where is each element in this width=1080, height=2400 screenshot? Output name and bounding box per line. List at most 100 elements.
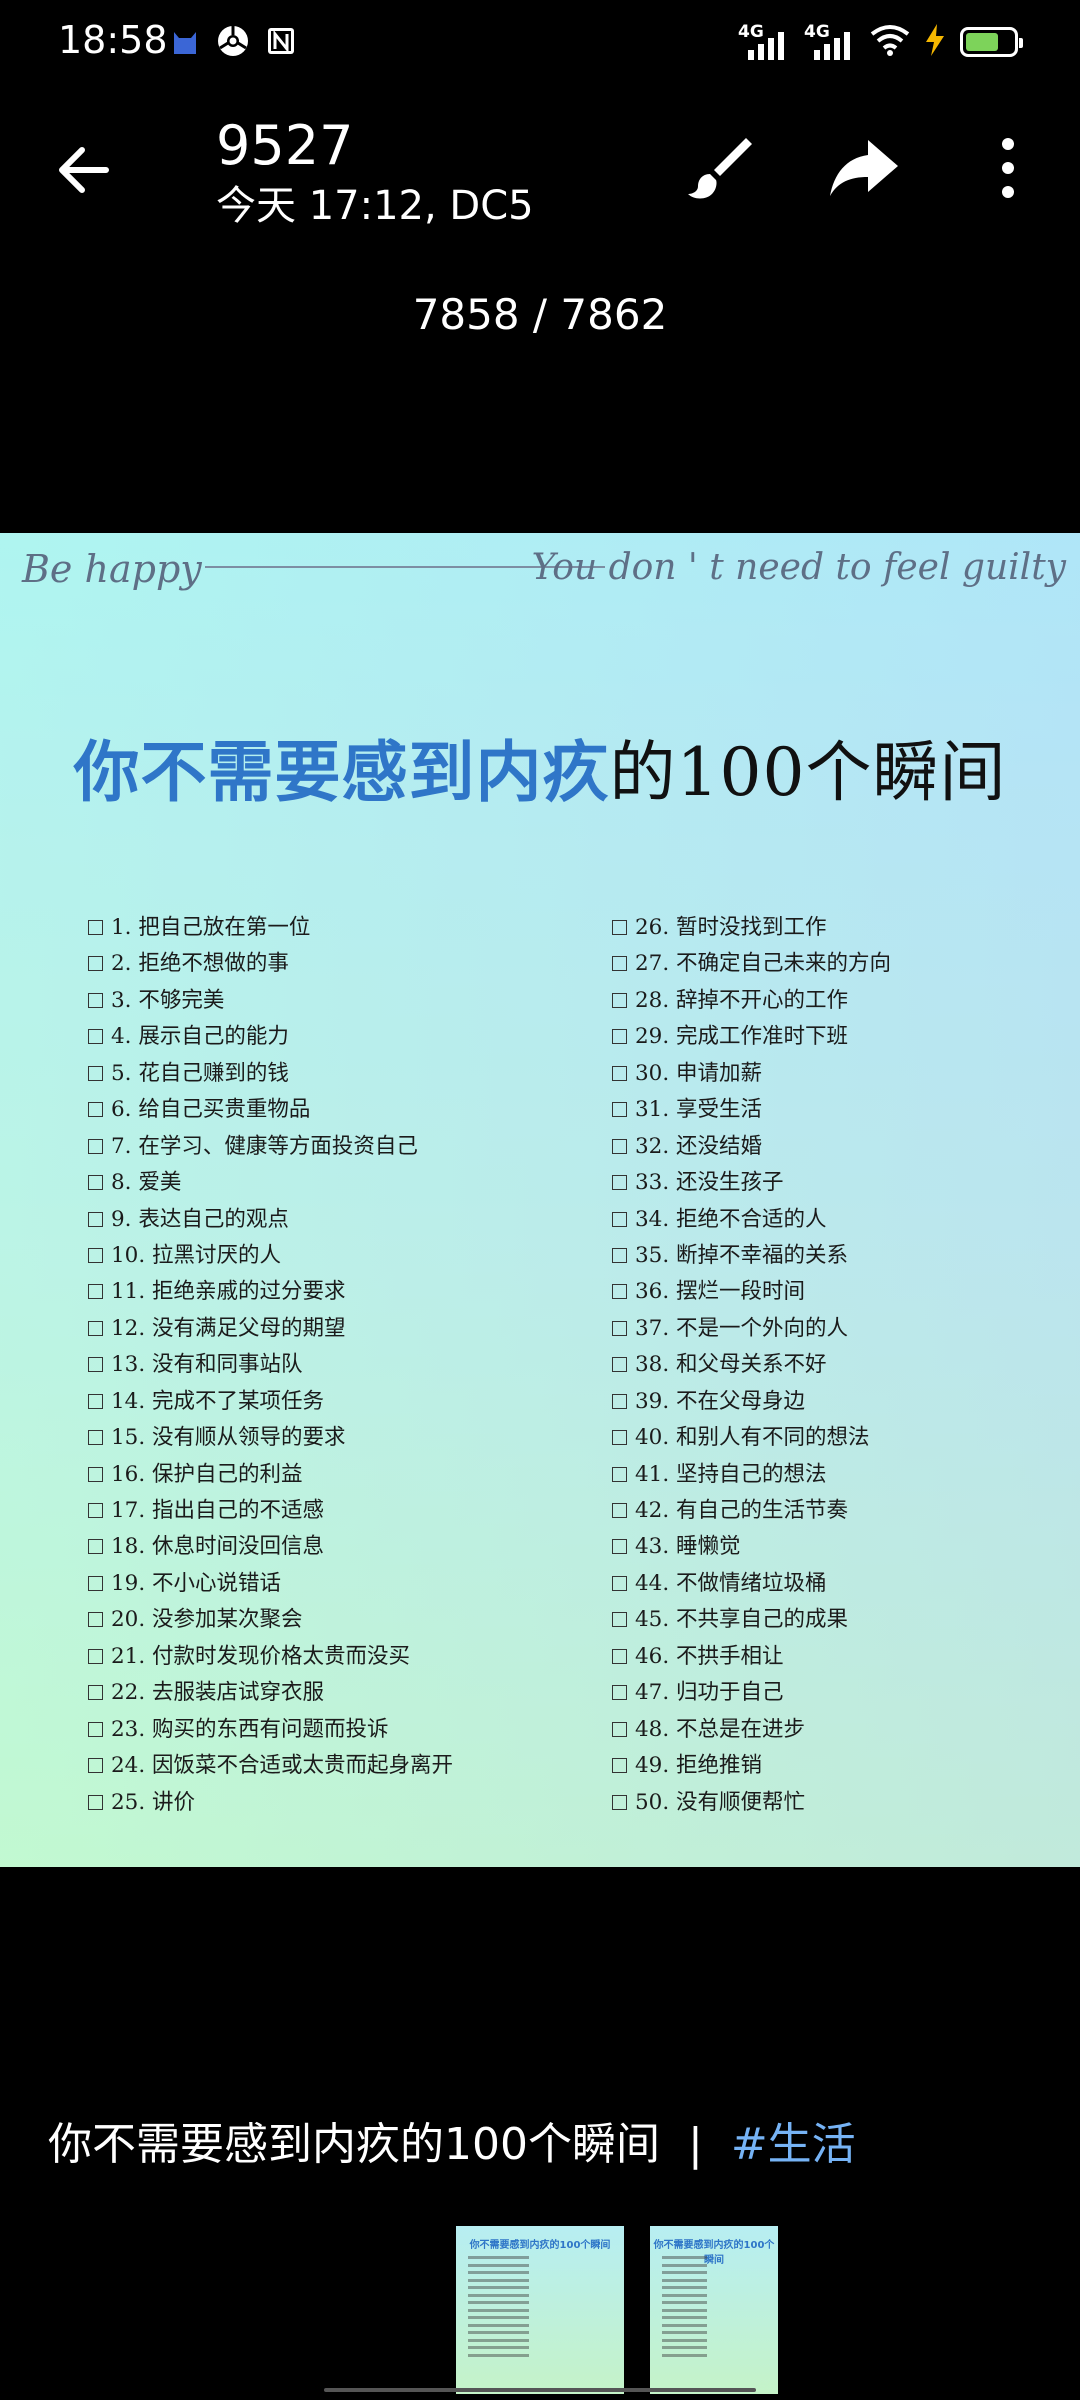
status-app-icons (168, 24, 298, 58)
moments-list-right: 26. 暂时没找到工作 27. 不确定自己未来的方向 28. 辞掉不开心的工作 29.… (612, 910, 891, 1821)
thumbnail-2[interactable]: 你不需要感到内疚的100个瞬间 (650, 2226, 778, 2394)
list-item: 24. 因饭菜不合适或太贵而起身离开 (88, 1748, 453, 1784)
list-item: 23. 购买的东西有问题而投诉 (88, 1712, 453, 1748)
list-item: 9. 表达自己的观点 (88, 1202, 453, 1238)
list-item: 46. 不拱手相让 (612, 1639, 891, 1675)
checkbox-icon (612, 1247, 627, 1263)
list-item-text: 48. 不总是在进步 (635, 1716, 806, 1742)
checkbox-icon (88, 1466, 103, 1482)
list-item-text: 32. 还没结婚 (635, 1133, 763, 1159)
list-item-text: 22. 去服装店试穿衣服 (111, 1680, 325, 1706)
signal-2-label: 4G (804, 22, 830, 42)
thumbnail-line (662, 2286, 707, 2289)
list-item: 41. 坚持自己的想法 (612, 1457, 891, 1493)
checkbox-icon (612, 956, 627, 972)
thumbnail-line (662, 2331, 707, 2334)
signal-1-label: 4G (738, 22, 764, 42)
list-item-text: 5. 花自己赚到的钱 (111, 1060, 289, 1086)
list-item: 6. 给自己买贵重物品 (88, 1092, 453, 1128)
list-item-text: 4. 展示自己的能力 (111, 1024, 289, 1050)
thumbnail-line (662, 2293, 707, 2297)
status-time: 18:58 (58, 18, 168, 62)
cellular-signal-2-icon: 4G (804, 22, 856, 62)
list-item-text: 47. 归功于自己 (635, 1680, 784, 1706)
list-item: 32. 还没结婚 (612, 1129, 891, 1165)
list-item-text: 38. 和父母关系不好 (635, 1352, 827, 1378)
battery-level (966, 33, 999, 51)
caption-separator: | (687, 2119, 703, 2170)
moments-list-left: 1. 把自己放在第一位 2. 拒绝不想做的事 3. 不够完美 4. 展示自己的能力 5.… (88, 910, 453, 1821)
more-options-button[interactable] (976, 132, 1040, 204)
list-item: 15. 没有顺从领导的要求 (88, 1420, 453, 1456)
status-bar: 18:58 4G 4G (0, 0, 1080, 84)
list-item-text: 49. 拒绝推销 (635, 1753, 763, 1779)
list-item-text: 44. 不做情绪垃圾桶 (635, 1570, 827, 1596)
thumbnail-line (662, 2316, 707, 2319)
thumbnail-lines (662, 2256, 768, 2390)
banner-right-text: You don ' t need to feel guilty (531, 547, 1066, 588)
thumbnail-line (662, 2308, 707, 2312)
chrome-icon (216, 24, 250, 58)
checkbox-icon (612, 1029, 627, 1045)
checkbox-icon (88, 1648, 103, 1664)
list-item: 3. 不够完美 (88, 983, 453, 1019)
hashtag-link[interactable]: #生活 (730, 2119, 856, 2170)
list-item-text: 33. 还没生孩子 (635, 1170, 784, 1196)
list-item: 40. 和别人有不同的想法 (612, 1420, 891, 1456)
back-button[interactable] (50, 136, 118, 204)
list-item: 5. 花自己赚到的钱 (88, 1056, 453, 1092)
photo-viewer-image[interactable]: Be happy You don ' t need to feel guilty… (0, 533, 1080, 1867)
checkbox-icon (88, 1284, 103, 1300)
checkbox-icon (88, 992, 103, 1008)
checkbox-icon (88, 1320, 103, 1336)
checkbox-icon (612, 1102, 627, 1118)
list-item-text: 50. 没有顺便帮忙 (635, 1789, 806, 1815)
home-indicator[interactable] (324, 2388, 756, 2392)
thumbnail-line (468, 2293, 530, 2297)
list-item-text: 11. 拒绝亲戚的过分要求 (111, 1279, 346, 1305)
checkbox-icon (612, 992, 627, 1008)
list-item: 43. 睡懒觉 (612, 1529, 891, 1565)
checkbox-icon (88, 1430, 103, 1446)
list-item-text: 28. 辞掉不开心的工作 (635, 987, 849, 1013)
list-item: 47. 归功于自己 (612, 1675, 891, 1711)
checkbox-icon (612, 1575, 627, 1591)
cellular-signal-1-icon: 4G (738, 22, 790, 62)
list-item-text: 43. 睡懒觉 (635, 1534, 741, 1560)
checkbox-icon (612, 1138, 627, 1154)
list-item-text: 9. 表达自己的观点 (111, 1206, 289, 1232)
list-item-text: 24. 因饭菜不合适或太贵而起身离开 (111, 1753, 454, 1779)
checkbox-icon (88, 956, 103, 972)
list-item-text: 12. 没有满足父母的期望 (111, 1315, 346, 1341)
chat-subtitle: 今天 17:12, DC5 (216, 183, 534, 229)
list-item: 17. 指出自己的不适感 (88, 1493, 453, 1529)
list-item-text: 14. 完成不了某项任务 (111, 1388, 325, 1414)
thumbnail-line (662, 2346, 707, 2349)
checkbox-icon (88, 1029, 103, 1045)
list-item: 49. 拒绝推销 (612, 1748, 891, 1784)
list-item-text: 42. 有自己的生活节奏 (635, 1498, 849, 1523)
thumbnail-1[interactable]: 你不需要感到内疚的100个瞬间 (456, 2226, 624, 2394)
list-item-text: 45. 不共享自己的成果 (635, 1607, 849, 1633)
status-indicators: 4G 4G (738, 22, 1023, 62)
cat-app-icon (168, 24, 202, 58)
share-arrow-icon (830, 140, 898, 196)
checkbox-icon (88, 920, 103, 935)
list-item-text: 41. 坚持自己的想法 (635, 1461, 827, 1487)
checkbox-icon (88, 1065, 103, 1081)
list-item-text: 35. 断掉不幸福的关系 (635, 1242, 849, 1268)
thumbnail-line (468, 2338, 530, 2342)
checkbox-icon (612, 1648, 627, 1664)
edit-button[interactable] (684, 132, 756, 204)
checkbox-icon (88, 1247, 103, 1263)
list-item-text: 20. 没参加某次聚会 (111, 1607, 303, 1633)
checkbox-icon (88, 1612, 103, 1628)
thumbnail-line (468, 2353, 530, 2357)
checkbox-icon (88, 1357, 103, 1373)
list-item-text: 17. 指出自己的不适感 (111, 1498, 325, 1523)
list-item: 7. 在学习、健康等方面投资自己 (88, 1129, 453, 1165)
photo-title-rest: 的100个瞬间 (609, 734, 1007, 811)
thumbnail-line (468, 2346, 530, 2349)
list-item-text: 2. 拒绝不想做的事 (111, 951, 289, 977)
share-button[interactable] (826, 132, 902, 204)
